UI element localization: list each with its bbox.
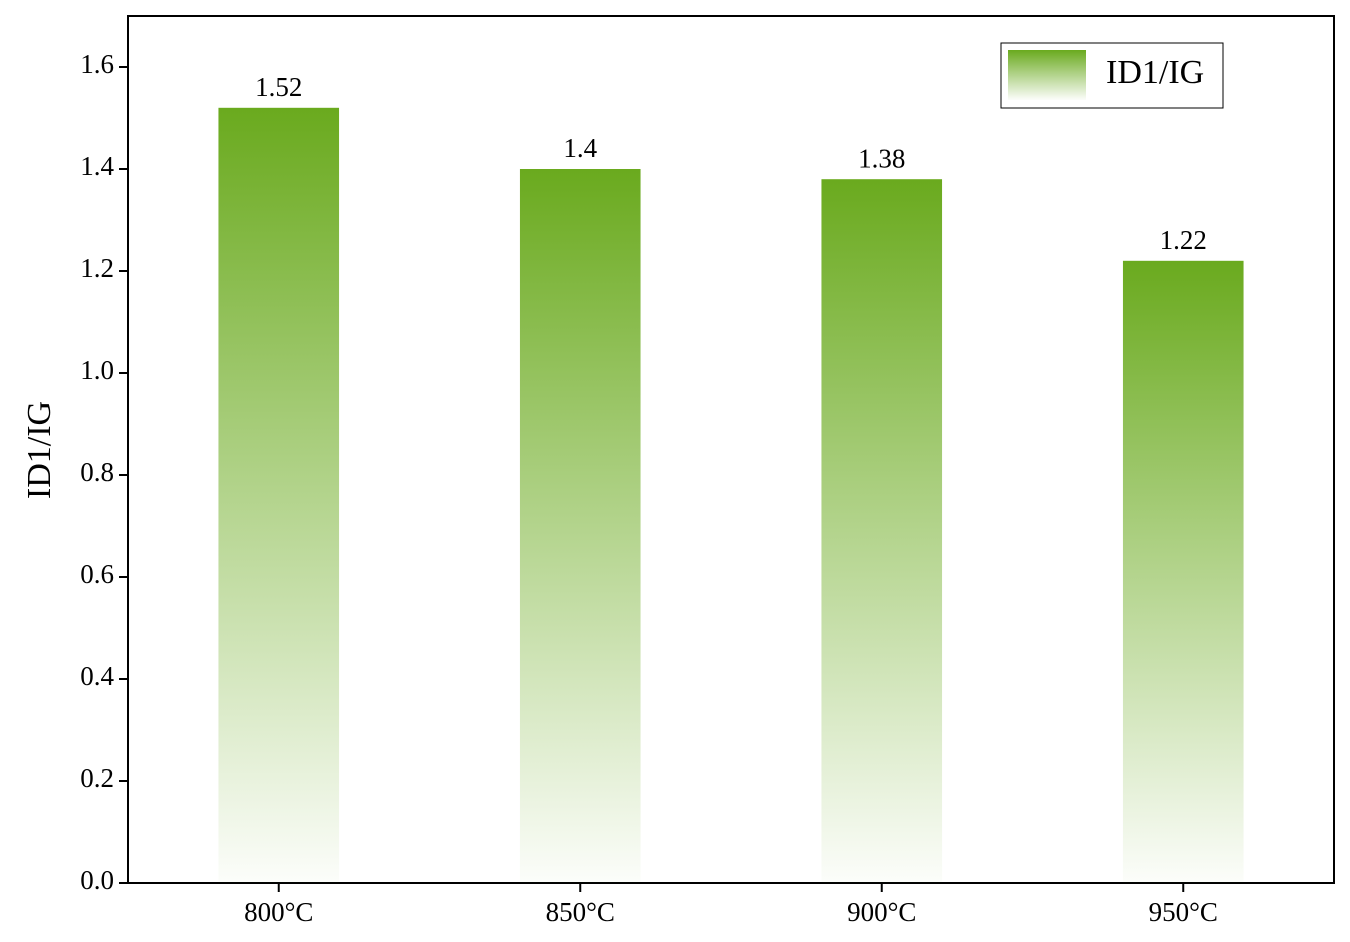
bar bbox=[821, 179, 943, 883]
y-tick-label: 1.0 bbox=[80, 355, 114, 385]
plot-frame bbox=[127, 15, 1335, 884]
y-tick-label: 0.6 bbox=[80, 559, 114, 589]
y-tick-label: 0.2 bbox=[80, 763, 114, 793]
y-tick-label: 1.6 bbox=[80, 49, 114, 79]
y-tick-label: 0.8 bbox=[80, 457, 114, 487]
x-tick-label: 900°C bbox=[847, 897, 916, 927]
x-tick-label: 950°C bbox=[1149, 897, 1218, 927]
y-axis-label: ID1/IG bbox=[21, 401, 58, 499]
legend-label: ID1/IG bbox=[1106, 54, 1204, 91]
bar bbox=[218, 107, 340, 884]
data-label: 1.38 bbox=[858, 143, 905, 173]
data-label: 1.52 bbox=[255, 72, 302, 102]
y-tick-label: 0.0 bbox=[80, 865, 114, 895]
y-tick-label: 1.4 bbox=[80, 151, 114, 181]
bar bbox=[519, 169, 641, 883]
data-label: 1.22 bbox=[1160, 225, 1207, 255]
x-tick-label: 850°C bbox=[546, 897, 615, 927]
legend-swatch bbox=[1008, 50, 1086, 100]
bar bbox=[1122, 260, 1244, 883]
y-tick-label: 1.2 bbox=[80, 253, 114, 283]
x-tick-label: 800°C bbox=[244, 897, 313, 927]
data-label: 1.4 bbox=[563, 133, 597, 163]
y-tick-label: 0.4 bbox=[80, 661, 114, 691]
